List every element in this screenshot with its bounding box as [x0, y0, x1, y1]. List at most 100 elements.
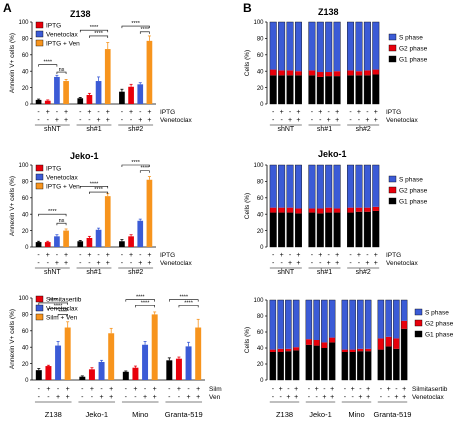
bar-outline — [305, 299, 313, 381]
treatment-sign: + — [366, 386, 370, 393]
legend-label: IPTG + Ven — [46, 41, 80, 48]
group-label: sh#2 — [356, 126, 371, 133]
significance-bracket — [125, 299, 155, 302]
bar-outline — [316, 21, 324, 105]
y-tick-label: 20 — [257, 86, 264, 92]
treatment-sign: + — [318, 109, 322, 116]
significance-label: **** — [141, 300, 150, 306]
treatment-sign: + — [351, 386, 355, 393]
significance-label: **** — [184, 300, 193, 306]
treatment-sign: + — [196, 386, 200, 393]
bar-g2 — [286, 70, 294, 76]
y-tick-label: 40 — [22, 345, 29, 351]
bar-g2 — [317, 72, 324, 77]
bar-outline — [313, 299, 320, 381]
y-tick-label: 80 — [22, 180, 29, 186]
legend-swatch — [35, 173, 44, 181]
bar-g1 — [377, 349, 384, 380]
significance-label: **** — [90, 181, 99, 187]
treatment-sign: + — [365, 260, 369, 267]
treatment-sign: - — [121, 117, 124, 124]
legend-label: G2 phase — [399, 188, 428, 195]
bar-g2 — [278, 207, 285, 213]
bar-g1 — [277, 352, 284, 380]
bar — [64, 327, 71, 380]
bar-g1 — [355, 211, 363, 247]
legend-swatch — [388, 33, 397, 41]
bar — [185, 346, 192, 380]
bar-g2 — [295, 71, 302, 76]
bar-g1 — [269, 75, 277, 104]
treatment-sign: + — [294, 386, 298, 393]
treatment-sign: + — [138, 117, 142, 124]
legend-swatch — [35, 304, 44, 312]
treatment-sign: - — [47, 394, 50, 401]
legend-label: G2 phase — [399, 46, 428, 53]
treatment-sign: + — [143, 394, 147, 401]
treatment-sign: - — [47, 260, 50, 267]
bar-g1 — [333, 76, 341, 104]
bar-g1 — [269, 212, 277, 247]
significance-label: **** — [94, 187, 103, 193]
y-axis-label: Cells (%) — [244, 50, 251, 76]
treatment-sign: + — [357, 109, 361, 116]
bar-outline — [278, 164, 286, 248]
treatment-sign: + — [335, 117, 339, 124]
bar-s — [355, 165, 363, 208]
treatment-sign: - — [272, 117, 275, 124]
bar-outline — [355, 21, 363, 105]
bar-outline — [294, 21, 302, 105]
legend-swatch — [35, 39, 44, 47]
treatment-sign: + — [187, 394, 191, 401]
legend-label: Silmitasertib — [46, 297, 82, 304]
bar-s — [308, 165, 316, 209]
treatment-sign: + — [279, 386, 283, 393]
bar-s — [286, 165, 294, 208]
treatment-label: IPTG — [160, 109, 175, 116]
bar-g1 — [364, 75, 371, 104]
treatment-label: IPTG — [386, 109, 401, 116]
bar-g2 — [377, 338, 384, 350]
treatment-sign: - — [280, 117, 283, 124]
bar-g1 — [364, 211, 371, 247]
bar — [88, 369, 95, 380]
treatment-sign: + — [366, 394, 370, 401]
bar-outline — [364, 299, 372, 381]
treatment-sign: - — [125, 386, 128, 393]
legend-swatch — [388, 55, 397, 63]
treatment-sign: - — [279, 394, 282, 401]
treatment-sign: - — [349, 117, 352, 124]
treatment-sign: - — [168, 394, 171, 401]
bar-g1 — [401, 328, 408, 380]
treatment-sign: - — [38, 394, 41, 401]
bar — [35, 242, 42, 247]
bar-g1 — [393, 348, 400, 380]
y-tick-label: 20 — [22, 229, 29, 235]
bar-g1 — [286, 75, 294, 104]
treatment-sign: - — [79, 117, 82, 124]
treatment-sign: + — [296, 117, 300, 124]
bar-g1 — [325, 212, 332, 247]
treatment-sign: + — [66, 386, 70, 393]
bar-g2 — [321, 342, 328, 348]
treatment-sign: - — [121, 252, 124, 259]
legend-swatch — [388, 44, 397, 52]
y-tick-label: 40 — [22, 212, 29, 218]
bar-g1 — [325, 76, 332, 104]
treatment-sign: - — [144, 386, 147, 393]
treatment-sign: + — [106, 252, 110, 259]
treatment-sign: + — [335, 109, 339, 116]
significance-bracket — [38, 213, 67, 217]
bar — [119, 91, 125, 104]
group-label: shNT — [44, 269, 61, 276]
treatment-label: Ven — [209, 394, 221, 401]
bar-s — [293, 300, 300, 348]
bar-g2 — [364, 70, 371, 76]
y-tick-label: 0 — [25, 102, 29, 108]
bar-g2 — [293, 347, 300, 351]
bar-outline — [347, 21, 355, 105]
bar-s — [385, 300, 392, 337]
treatment-sign: + — [97, 260, 101, 267]
bar-g1 — [295, 75, 302, 104]
y-axis-label: Cells (%) — [244, 327, 251, 353]
